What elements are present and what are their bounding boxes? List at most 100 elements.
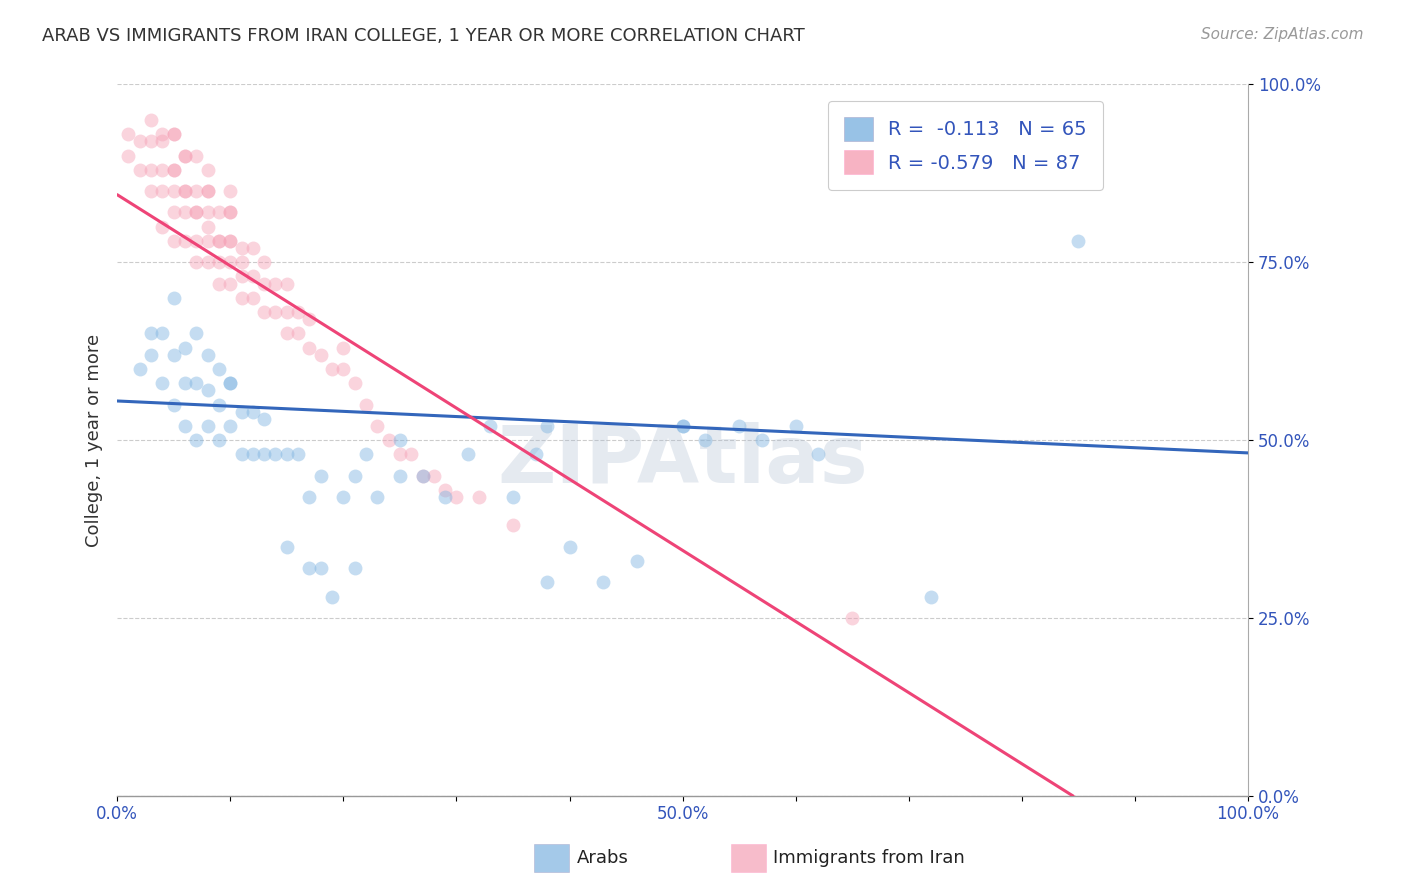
Point	[208, 234, 231, 248]
Point	[186, 148, 208, 162]
Point	[366, 418, 388, 433]
Point	[446, 490, 468, 504]
Point	[219, 184, 242, 198]
Point	[276, 277, 298, 291]
Point	[332, 341, 354, 355]
Y-axis label: College, 1 year or more: College, 1 year or more	[86, 334, 103, 547]
Point	[343, 468, 366, 483]
Point	[128, 362, 150, 376]
Point	[219, 234, 242, 248]
Point	[366, 490, 388, 504]
Point	[197, 219, 219, 234]
Point	[332, 490, 354, 504]
Point	[197, 184, 219, 198]
Point	[174, 376, 197, 391]
Point	[186, 234, 208, 248]
Point	[174, 184, 197, 198]
Point	[388, 468, 411, 483]
Point	[231, 447, 253, 461]
Text: ZIPAtlas: ZIPAtlas	[498, 423, 868, 500]
Point	[502, 518, 524, 533]
Point	[253, 277, 276, 291]
Point	[197, 162, 219, 177]
Point	[388, 433, 411, 447]
Point	[163, 398, 186, 412]
Point	[231, 241, 253, 255]
Text: Immigrants from Iran: Immigrants from Iran	[773, 849, 965, 867]
Point	[139, 134, 162, 148]
Point	[264, 447, 287, 461]
Point	[276, 540, 298, 554]
Text: ARAB VS IMMIGRANTS FROM IRAN COLLEGE, 1 YEAR OR MORE CORRELATION CHART: ARAB VS IMMIGRANTS FROM IRAN COLLEGE, 1 …	[42, 27, 804, 45]
Point	[174, 234, 197, 248]
Point	[163, 162, 186, 177]
Point	[197, 384, 219, 398]
Point	[751, 433, 773, 447]
Point	[253, 255, 276, 269]
Point	[197, 418, 219, 433]
Point	[174, 205, 197, 219]
Point	[671, 418, 693, 433]
Point	[321, 590, 343, 604]
Point	[332, 362, 354, 376]
Point	[728, 418, 751, 433]
Point	[152, 184, 174, 198]
Point	[298, 341, 321, 355]
Point	[276, 326, 298, 341]
Point	[128, 134, 150, 148]
Legend: R =  -0.113   N = 65, R = -0.579   N = 87: R = -0.113 N = 65, R = -0.579 N = 87	[828, 102, 1102, 190]
Point	[785, 418, 807, 433]
Point	[298, 312, 321, 326]
Point	[423, 468, 446, 483]
Point	[253, 447, 276, 461]
Point	[208, 362, 231, 376]
Point	[117, 127, 139, 141]
Point	[276, 447, 298, 461]
Point	[197, 184, 219, 198]
Point	[152, 127, 174, 141]
Point	[343, 376, 366, 391]
Point	[208, 234, 231, 248]
Point	[174, 341, 197, 355]
Point	[309, 468, 332, 483]
Point	[139, 326, 162, 341]
Point	[920, 590, 942, 604]
Point	[163, 205, 186, 219]
Point	[524, 447, 547, 461]
Point	[287, 305, 309, 319]
Point	[139, 162, 162, 177]
Point	[253, 305, 276, 319]
Point	[298, 561, 321, 575]
Point	[163, 348, 186, 362]
Point	[592, 575, 614, 590]
Point	[695, 433, 717, 447]
Point	[242, 269, 264, 284]
Point	[276, 305, 298, 319]
Point	[231, 255, 253, 269]
Point	[479, 418, 502, 433]
Point	[186, 184, 208, 198]
Point	[152, 376, 174, 391]
Point	[411, 468, 433, 483]
Point	[163, 291, 186, 305]
Point	[434, 490, 457, 504]
Point	[321, 362, 343, 376]
Point	[152, 326, 174, 341]
Text: Arabs: Arabs	[576, 849, 628, 867]
Point	[128, 162, 150, 177]
Point	[468, 490, 491, 504]
Point	[231, 269, 253, 284]
Point	[163, 234, 186, 248]
Point	[163, 184, 186, 198]
Point	[197, 348, 219, 362]
Point	[242, 291, 264, 305]
Point	[298, 490, 321, 504]
Point	[242, 404, 264, 418]
Point	[264, 277, 287, 291]
Point	[208, 205, 231, 219]
Point	[174, 148, 197, 162]
Point	[163, 162, 186, 177]
Text: Source: ZipAtlas.com: Source: ZipAtlas.com	[1201, 27, 1364, 42]
Point	[219, 376, 242, 391]
Point	[174, 148, 197, 162]
